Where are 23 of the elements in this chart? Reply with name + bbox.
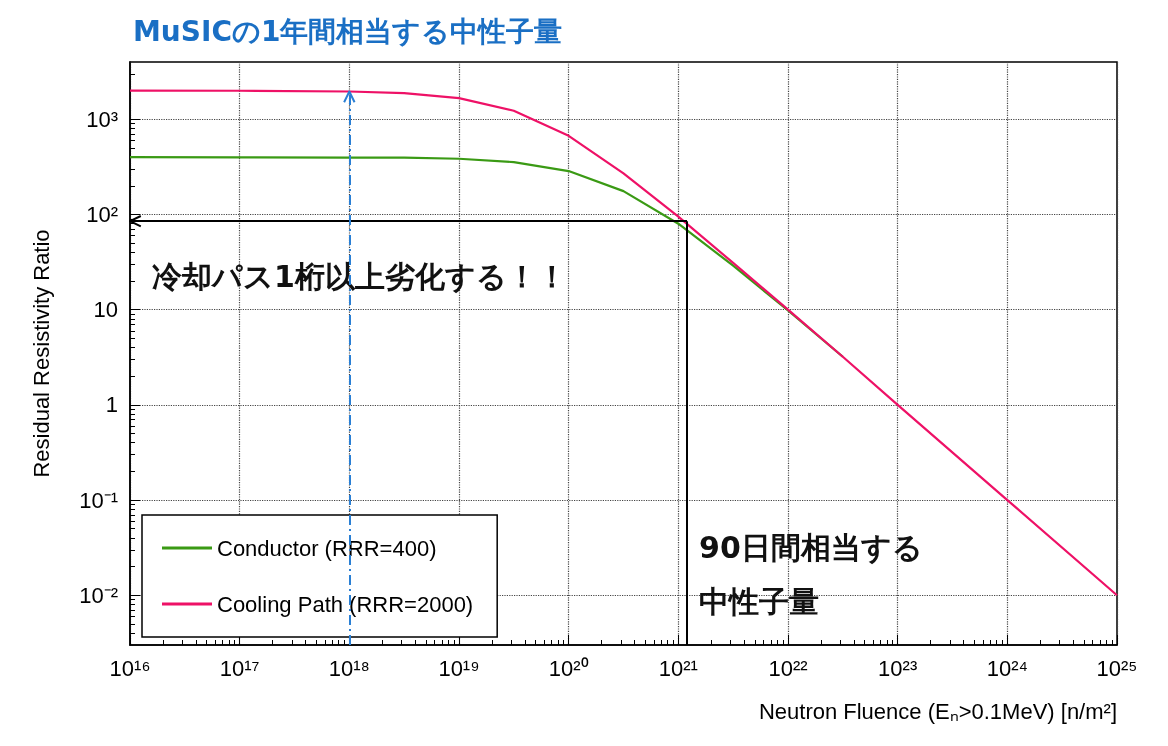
legend-label: Conductor (RRR=400) xyxy=(217,535,437,561)
x-tick-label: 10²⁰ xyxy=(548,655,589,681)
y-tick-label: 1 xyxy=(105,392,118,418)
ref-line-label: 冷却パス1桁以上劣化する！！ xyxy=(152,258,567,294)
ref-line-label: 90日間相当する中性子量 xyxy=(699,529,923,619)
x-tick-label: 10¹⁷ xyxy=(219,655,260,681)
y-tick-label: 10⁻² xyxy=(79,582,118,608)
y-tick-label: 10 xyxy=(93,297,118,323)
x-tick-label: 10²¹ xyxy=(658,655,698,681)
x-tick-label: 10¹⁶ xyxy=(109,655,151,681)
chart-title: MuSICの1年間相当する中性子量 xyxy=(133,14,563,48)
y-tick-label: 10² xyxy=(86,201,118,227)
x-tick-label: 10¹⁹ xyxy=(438,655,480,681)
y-axis-title: Residual Resistivity Ratio xyxy=(28,229,54,478)
y-tick-label: 10⁻¹ xyxy=(79,487,118,513)
x-tick-label: 10²² xyxy=(768,655,808,681)
x-tick-label: 10¹⁸ xyxy=(328,655,370,681)
y-tick-label: 10³ xyxy=(86,106,118,132)
legend-label: Cooling Path (RRR=2000) xyxy=(217,591,474,617)
x-tick-label: 10²⁵ xyxy=(1096,655,1138,681)
x-tick-label: 10²⁴ xyxy=(986,655,1028,681)
x-tick-label: 10²³ xyxy=(878,655,918,681)
x-axis-title: Neutron Fluence (Eₙ>0.1MeV) [n/m²] xyxy=(758,698,1117,724)
